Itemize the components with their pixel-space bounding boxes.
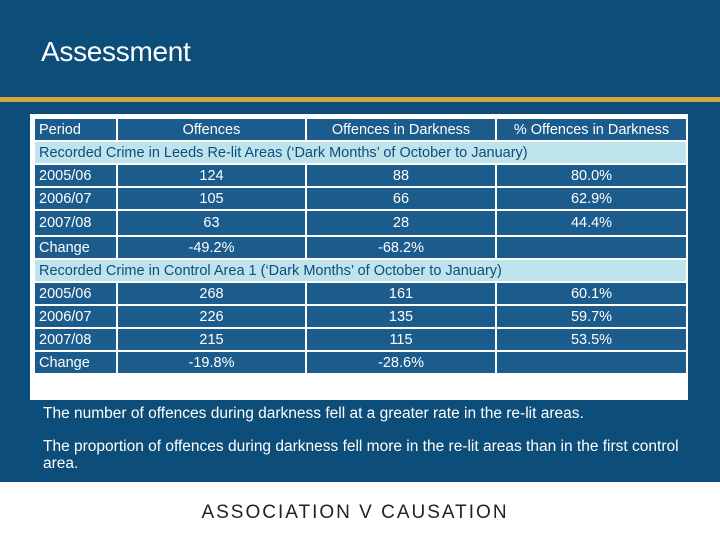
table-row: 2007/08 215 115 53.5% [33,327,688,352]
cell-offences-darkness: 66 [305,186,497,211]
cell-offences-darkness: -28.6% [305,350,497,375]
cell-offences-darkness: -68.2% [305,235,497,260]
cell-offences: -49.2% [116,235,307,260]
cell-period: 2005/06 [33,281,118,306]
header-offences: Offences [116,117,307,142]
cell-offences: -19.8% [116,350,307,375]
cell-period: 2006/07 [33,186,118,211]
cell-period: 2006/07 [33,304,118,329]
cell-offences: 268 [116,281,307,306]
cell-percent-darkness: 80.0% [495,163,688,188]
title-divider [0,97,720,102]
table-row: 2006/07 226 135 59.7% [33,304,688,329]
slide: Assessment Period Offences Offences in D… [0,0,720,482]
cell-period: 2007/08 [33,327,118,352]
table-row: Change -19.8% -28.6% [33,350,688,375]
table-row: 2005/06 124 88 80.0% [33,163,688,188]
header-percent-darkness: % Offences in Darkness [495,117,688,142]
table-row: 2005/06 268 161 60.1% [33,281,688,306]
finding-note-1: The number of offences during darkness f… [43,405,584,422]
section-caption: Recorded Crime in Leeds Re-lit Areas (‘D… [33,140,688,165]
cell-offences-darkness: 115 [305,327,497,352]
cell-offences: 215 [116,327,307,352]
cell-period: 2007/08 [33,209,118,237]
cell-offences: 63 [116,209,307,237]
section-caption-relit: Recorded Crime in Leeds Re-lit Areas (‘D… [33,140,688,165]
data-table-container: Period Offences Offences in Darkness % O… [30,114,688,400]
section-caption: Recorded Crime in Control Area 1 (‘Dark … [33,258,688,283]
cell-percent-darkness [495,350,688,375]
cell-percent-darkness [495,235,688,260]
cell-percent-darkness: 44.4% [495,209,688,237]
table-row: Change -49.2% -68.2% [33,235,688,260]
cell-offences-darkness: 88 [305,163,497,188]
finding-note-2: The proportion of offences during darkne… [43,438,679,472]
cell-percent-darkness: 59.7% [495,304,688,329]
cell-period: Change [33,235,118,260]
cell-period: Change [33,350,118,375]
crime-table: Period Offences Offences in Darkness % O… [33,117,688,375]
section-caption-control: Recorded Crime in Control Area 1 (‘Dark … [33,258,688,283]
table-row: 2006/07 105 66 62.9% [33,186,688,211]
cell-offences-darkness: 28 [305,209,497,237]
cell-offences: 105 [116,186,307,211]
cell-offences-darkness: 161 [305,281,497,306]
table-row: 2007/08 63 28 44.4% [33,209,688,237]
slide-title: Assessment [41,36,191,67]
cell-offences: 124 [116,163,307,188]
cell-percent-darkness: 60.1% [495,281,688,306]
cell-percent-darkness: 62.9% [495,186,688,211]
cell-period: 2005/06 [33,163,118,188]
header-period: Period [33,117,118,142]
header-offences-in-darkness: Offences in Darkness [305,117,497,142]
table-header-row: Period Offences Offences in Darkness % O… [33,117,688,142]
cell-offences: 226 [116,304,307,329]
footer-caption: ASSOCIATION V CAUSATION [201,502,509,523]
cell-offences-darkness: 135 [305,304,497,329]
cell-percent-darkness: 53.5% [495,327,688,352]
